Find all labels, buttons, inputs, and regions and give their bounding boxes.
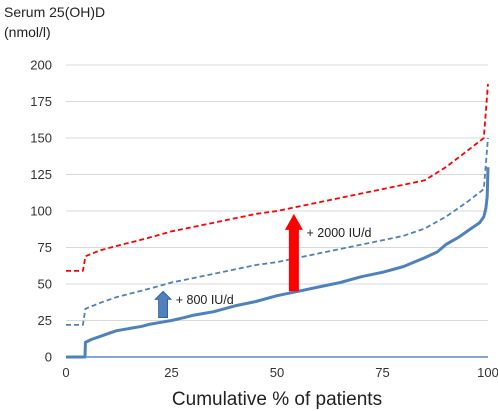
y-axis-label-line2: (nmol/l) [4,24,51,40]
gridlines [66,64,488,358]
y-tick-label: 200 [30,58,52,73]
y-tick-label: 25 [38,313,52,328]
x-tick-label: 25 [164,365,178,380]
x-tick-label: 75 [375,365,389,380]
y-tick-label: 100 [30,204,52,219]
y-axis-label-line1: Serum 25(OH)D [4,4,106,20]
y-tick-label: 175 [30,94,52,109]
y-tick-label: 50 [38,277,52,292]
series-line-2 [66,137,489,326]
annotation-label-2: + 2000 IU/d [307,226,372,240]
annotations: + 800 IU/d + 2000 IU/d [154,213,372,319]
y-axis-label: Serum 25(OH)D (nmol/l) [4,2,105,42]
x-tick-labels: 0 25 50 75 100 [62,365,498,380]
x-tick-label: 100 [477,365,498,380]
x-tick-label: 0 [62,365,69,380]
x-axis-label: Cumulative % of patients [172,389,382,410]
x-tick-label: 50 [270,365,284,380]
series-lines [66,83,490,359]
y-tick-label: 75 [38,240,52,255]
series-line-3 [66,83,489,272]
annotation-label-1: + 800 IU/d [176,293,234,307]
y-tick-label: 150 [30,131,52,146]
series-line-1 [66,167,490,359]
arrow-1 [154,290,173,319]
y-tick-labels: 0 25 50 75 100 125 150 175 200 [30,58,52,365]
y-tick-label: 125 [30,167,52,182]
y-tick-label: 0 [45,350,52,365]
arrow-2 [284,213,303,292]
